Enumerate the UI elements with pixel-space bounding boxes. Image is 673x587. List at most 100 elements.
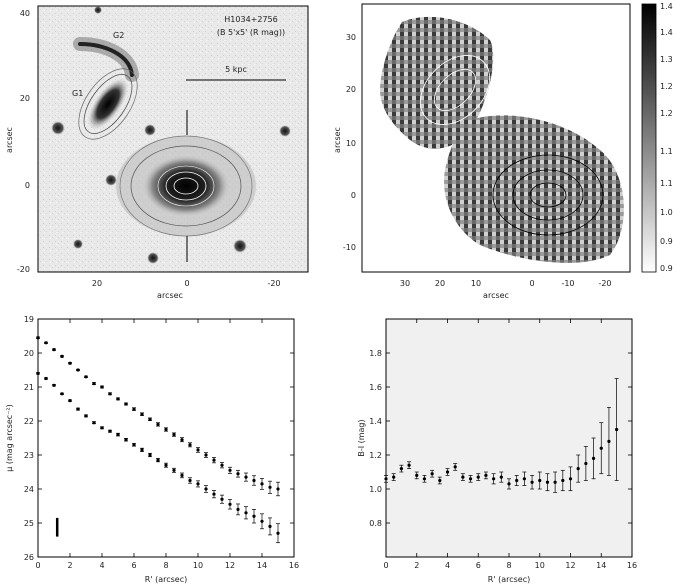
data-point — [68, 361, 72, 365]
colorbar-tick: 1.16 — [660, 147, 673, 156]
data-point — [156, 458, 160, 462]
y-ticks: 0.8 1.0 1.2 1.4 1.6 1.8 — [369, 349, 632, 528]
x-tick-label: 16 — [289, 561, 299, 570]
y-tick-label: 25 — [24, 519, 34, 528]
data-point — [268, 524, 272, 529]
data-point — [430, 472, 434, 476]
colorbar-tick: 1.34 — [660, 55, 673, 64]
surface-brightness-plot: R' (arcsec) μ (mag arcsec⁻²) 0 2 4 6 8 10 12 14… — [5, 315, 299, 584]
x-tick-label: 8 — [163, 561, 168, 570]
data-point — [100, 385, 104, 389]
data-point — [260, 482, 264, 486]
data-point — [188, 478, 192, 483]
y-tick-label: 0 — [25, 181, 30, 190]
x-tick-label: 4 — [445, 561, 450, 570]
data-point — [52, 348, 56, 352]
y-tick-label: 10 — [346, 139, 356, 148]
x-tick-label: 14 — [257, 561, 267, 570]
map-frame — [361, 3, 631, 273]
data-point — [515, 478, 519, 483]
data-point — [132, 407, 136, 411]
data-point — [599, 446, 603, 450]
data-point — [164, 427, 168, 432]
y-tick-label: 26 — [24, 553, 34, 562]
star — [73, 239, 83, 249]
colorbar-tick: 0.93 — [660, 264, 673, 273]
plot-background — [386, 319, 632, 557]
y-tick-label: 30 — [346, 33, 356, 42]
x-axis-label: R' (arcsec) — [145, 575, 187, 584]
y-tick-label: 24 — [24, 485, 34, 494]
x-tick-label: 6 — [131, 561, 136, 570]
colorbar-tick: 1.22 — [660, 109, 673, 118]
data-point — [244, 511, 248, 515]
image-panel-right: 1.45 1.4 1.34 1.28 1.22 1.16 1.1 1.05 0.… — [333, 2, 673, 300]
data-point — [52, 383, 56, 387]
x-tick-label: 20 — [435, 279, 445, 288]
data-point — [507, 482, 511, 486]
y-tick-label: -20 — [17, 265, 30, 274]
data-point — [461, 475, 465, 479]
data-point — [228, 468, 232, 472]
data-point — [615, 427, 619, 432]
data-point — [276, 487, 280, 491]
color-region — [380, 16, 494, 149]
star — [51, 121, 65, 135]
data-point — [530, 480, 534, 484]
data-point — [607, 439, 611, 443]
x-tick-label: 0 — [184, 279, 189, 288]
data-point — [236, 507, 240, 511]
galaxy-g1 — [87, 78, 129, 130]
data-point — [453, 465, 457, 469]
data-point — [576, 467, 580, 471]
y-tick-label: -10 — [343, 243, 356, 252]
y-ticks: 19 20 21 22 23 24 25 26 — [24, 315, 294, 562]
y-tick-label: 20 — [346, 85, 356, 94]
x-tick-label: -10 — [561, 279, 574, 288]
y-tick-label: 23 — [24, 451, 34, 460]
data-point — [384, 477, 388, 481]
data-point — [260, 519, 264, 523]
data-point — [84, 375, 88, 379]
y-tick-label: 1.8 — [369, 349, 382, 358]
data-point — [204, 487, 208, 491]
x-tick-label: 20 — [92, 279, 102, 288]
data-point — [100, 426, 104, 430]
x-tick-label: 10 — [471, 279, 481, 288]
data-point — [499, 475, 503, 479]
data-point — [84, 414, 88, 418]
colorbar-tick: 1.4 — [660, 28, 673, 37]
label-g1: G1 — [72, 89, 83, 98]
data-point — [180, 438, 184, 442]
data-point — [392, 475, 396, 479]
data-point — [164, 463, 168, 467]
x-tick-label: 12 — [565, 561, 575, 570]
main-galaxy — [141, 154, 231, 218]
data-point — [36, 371, 40, 375]
data-point — [68, 399, 72, 403]
data-point — [92, 421, 96, 425]
data-point — [196, 448, 200, 452]
y-tick-label: 1.4 — [369, 417, 382, 426]
data-point — [220, 463, 224, 467]
filter-note: (B 5'x5' (R mag)) — [217, 28, 285, 37]
data-point — [584, 461, 588, 466]
data-point — [522, 477, 526, 481]
colorbar-tick: 1.45 — [660, 2, 673, 11]
data-marks — [36, 336, 280, 544]
data-point — [60, 354, 64, 358]
y-axis-label: arcsec — [5, 127, 14, 153]
x-tick-label: 0 — [35, 561, 40, 570]
color-profile-plot: R' (arcsec) B-I (mag) 0 2 4 6 8 10 12 14 16 0.8 1… — [357, 318, 637, 584]
colorbar-tick: 1.05 — [660, 208, 673, 217]
data-point — [276, 531, 280, 535]
data-point — [545, 480, 550, 484]
scale-bar-label: 5 kpc — [225, 65, 247, 74]
data-point — [124, 402, 128, 406]
data-point — [172, 468, 176, 472]
y-tick-label: 1.2 — [369, 451, 382, 460]
data-point — [399, 467, 403, 471]
object-name: H1034+2756 — [224, 15, 277, 24]
data-point — [468, 477, 473, 481]
y-tick-label: 20 — [24, 349, 34, 358]
